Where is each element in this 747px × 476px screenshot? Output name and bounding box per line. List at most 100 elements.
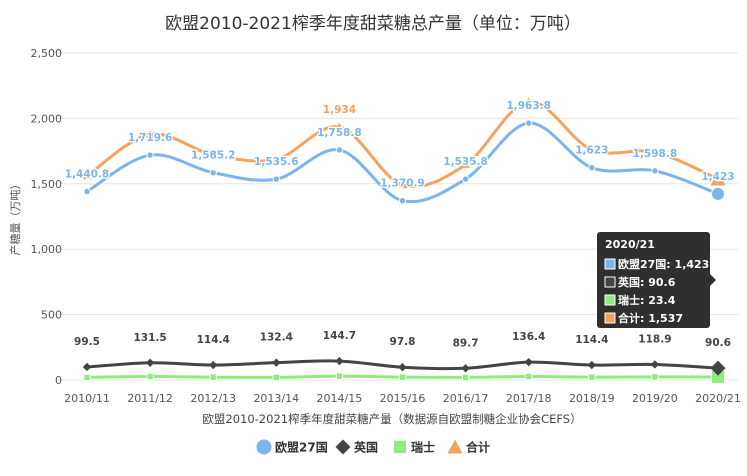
data-point	[461, 373, 470, 382]
tooltip-row: 欧盟27国: 1,423	[618, 257, 709, 271]
data-point	[146, 151, 154, 159]
data-point	[651, 373, 659, 381]
data-point	[711, 186, 725, 201]
data-point	[398, 196, 407, 205]
data-point	[83, 373, 91, 382]
data-point	[82, 171, 92, 180]
tooltip-row: 英国: 90.6	[617, 275, 676, 289]
data-point	[398, 180, 407, 189]
x-tick-label: 2017/18	[506, 392, 552, 405]
data-label: 1,370.9	[380, 178, 425, 190]
y-tick-label: 0	[55, 374, 62, 387]
series-line	[86, 121, 719, 204]
series-英国	[82, 356, 726, 376]
data-label: 1,598.8	[633, 148, 678, 160]
data-point	[209, 360, 218, 370]
y-tick-label: 1,000	[31, 243, 63, 256]
legend-label: 瑞士	[411, 440, 435, 455]
data-point	[588, 164, 596, 172]
data-label: 1,585.2	[191, 150, 236, 162]
grid-lines	[56, 52, 738, 381]
data-point	[209, 168, 217, 177]
legend-item[interactable]: 瑞士	[393, 440, 436, 455]
data-point	[335, 146, 344, 154]
series-layer	[82, 97, 726, 384]
series-瑞士	[83, 369, 725, 384]
data-point	[524, 357, 533, 367]
data-point	[145, 130, 155, 138]
data-point	[650, 147, 660, 156]
data-point	[272, 155, 281, 163]
legend-item[interactable]: 合计	[447, 439, 491, 455]
data-point	[587, 145, 596, 153]
x-axis-label: 欧盟2010-2021榨季年度甜菜糖产量（数据源自欧盟制糖企业协会CEFS）	[202, 412, 581, 426]
data-point	[588, 373, 596, 381]
data-label: 118.9	[638, 333, 671, 345]
data-point	[525, 372, 533, 381]
data-point	[209, 150, 218, 158]
data-label: 1,535.6	[254, 156, 299, 168]
data-point	[209, 373, 217, 381]
tooltip: 2020/21 欧盟27国: 1,423 英国: 90.6 瑞士: 23.4 合计: 1…	[597, 232, 716, 328]
tooltip-box	[597, 232, 710, 328]
series-欧盟27国	[83, 119, 725, 205]
y-tick-label: 2,500	[31, 47, 63, 60]
x-tick-label: 2011/12	[127, 392, 173, 405]
legend-symbol	[393, 440, 407, 454]
data-point	[335, 356, 344, 366]
x-tick-label: 2016/17	[443, 392, 489, 405]
data-label: 114.4	[197, 334, 230, 346]
legend-symbol	[335, 439, 351, 455]
legend-label: 合计	[466, 440, 490, 455]
data-label: 131.5	[133, 332, 166, 344]
data-point	[524, 97, 533, 105]
data-label: 132.4	[260, 332, 293, 344]
data-label: 99.5	[74, 336, 100, 348]
data-point	[272, 373, 281, 382]
legend: 欧盟27国 英国 瑞士 合计	[255, 438, 491, 456]
x-tick-label: 2015/16	[380, 392, 426, 405]
data-point	[146, 372, 154, 381]
legend-label: 英国	[354, 440, 378, 455]
data-labels: 1,440.8 1,719.6 1,585.2 1,535.6 1,758.8 1,370…	[63, 99, 735, 351]
data-point	[272, 358, 281, 367]
x-tick-label: 2019/20	[632, 392, 678, 405]
data-point	[335, 122, 344, 131]
data-point	[587, 360, 596, 370]
x-tick-label: 2012/13	[190, 392, 236, 405]
data-label: 1,423	[701, 171, 734, 183]
data-label: 90.6	[705, 337, 731, 349]
y-tick-label: 500	[41, 309, 62, 322]
data-point	[710, 360, 726, 376]
x-tick-label: 2018/19	[569, 392, 615, 405]
data-point	[525, 119, 533, 127]
data-point	[651, 167, 659, 175]
legend-symbol	[447, 439, 463, 454]
data-point	[461, 160, 470, 168]
tooltip-swatch	[604, 276, 616, 288]
legend-symbol	[255, 438, 273, 456]
data-label: 114.4	[575, 334, 608, 346]
data-label: 1,934	[323, 104, 356, 116]
series-合计	[82, 97, 726, 189]
data-point	[83, 187, 91, 196]
tooltip-header: 2020/21	[605, 238, 655, 251]
data-label: 1,758.8	[317, 127, 362, 139]
legend-label: 欧盟27国	[275, 440, 328, 455]
chart-title: 欧盟2010-2021榨季年度甜菜糖总产量（单位：万吨）	[165, 14, 581, 34]
data-point	[335, 372, 344, 380]
x-tick-label: 2014/15	[317, 392, 363, 405]
tooltip-pointer	[710, 274, 716, 286]
x-tick-label: 2020/21	[695, 392, 741, 405]
legend-item[interactable]: 英国	[335, 439, 379, 455]
tooltip-swatch	[604, 294, 616, 306]
data-label: 1,440.8	[65, 169, 110, 181]
tooltip-swatch	[604, 312, 616, 324]
data-label: 136.4	[512, 331, 545, 343]
y-axis-label: 产糖量（万吨）	[8, 179, 22, 256]
data-label: 1,963.8	[506, 100, 551, 112]
legend-item[interactable]: 欧盟27国	[255, 438, 328, 456]
data-label: 1,623	[575, 145, 608, 157]
data-point	[650, 360, 660, 369]
